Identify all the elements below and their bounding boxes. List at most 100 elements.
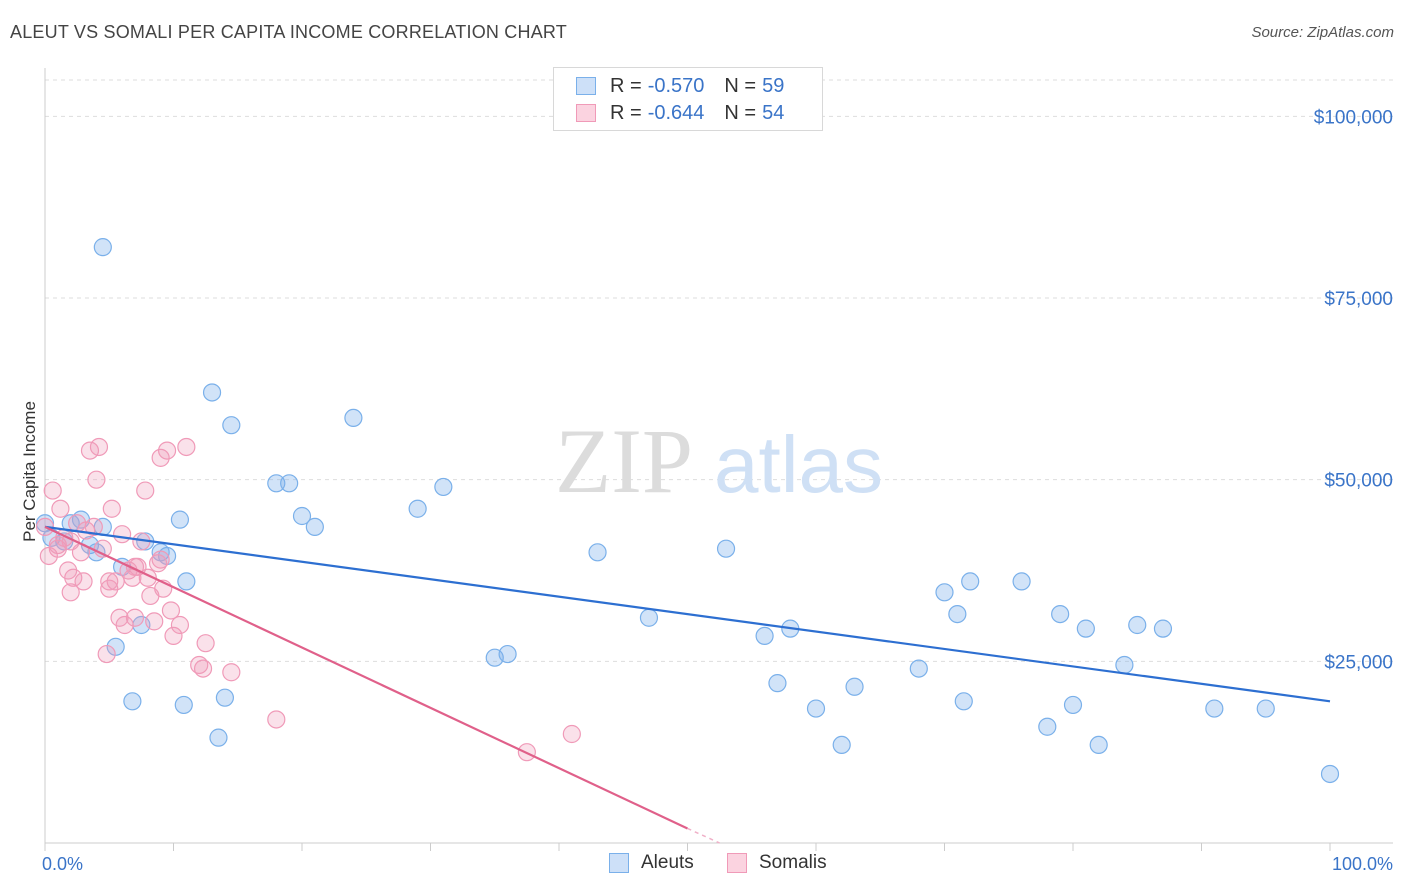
aleuts-point xyxy=(498,644,517,664)
aleuts-point xyxy=(93,238,112,257)
legend-r-label: R = xyxy=(610,74,642,97)
aleuts-point xyxy=(1128,615,1147,635)
somalis-point xyxy=(177,437,196,457)
legend-r-label: R = xyxy=(610,101,642,124)
aleuts-point xyxy=(1256,699,1275,718)
legend-swatch-somalis xyxy=(727,853,747,873)
trend-lines xyxy=(44,525,1331,844)
legend-n-value: 54 xyxy=(762,101,785,124)
correlation-legend: R = -0.570 N = 59 R = -0.644 N = 54 xyxy=(553,67,823,131)
grid-lines xyxy=(45,79,1393,662)
somalis-point xyxy=(64,568,83,587)
x-tick-label: 100.0% xyxy=(1332,854,1393,874)
source-label: Source: ZipAtlas.com xyxy=(1251,24,1394,41)
somalis-point xyxy=(193,659,213,678)
legend-item-somalis: Somalis xyxy=(727,852,827,874)
aleuts-point xyxy=(639,608,659,627)
aleuts-point xyxy=(202,383,222,402)
series-legend: Aleuts Somalis xyxy=(0,852,1406,876)
somalis-point xyxy=(125,608,145,627)
legend-swatch-somalis xyxy=(576,104,596,122)
somalis-point xyxy=(51,499,70,518)
somalis-point xyxy=(100,579,119,598)
somalis-point xyxy=(100,572,119,591)
y-axis-label: Per Capita Income xyxy=(20,401,39,542)
legend-n-value: 59 xyxy=(762,74,785,97)
aleuts-point xyxy=(806,699,826,718)
aleuts-point xyxy=(170,510,190,529)
somalis-point xyxy=(267,710,286,729)
aleuts-point xyxy=(215,688,234,707)
aleuts-point xyxy=(434,477,453,497)
somalis-point xyxy=(89,437,109,457)
aleuts-point xyxy=(292,506,312,526)
aleuts-point xyxy=(961,572,980,591)
somalis-point xyxy=(157,441,177,460)
aleuts-point xyxy=(1012,572,1031,591)
legend-r-value: -0.644 xyxy=(647,101,705,124)
aleuts-point xyxy=(123,692,142,711)
legend-n-label: N = xyxy=(724,74,757,97)
somalis-point xyxy=(222,663,241,682)
somalis-point xyxy=(151,550,170,569)
somalis-point xyxy=(112,525,132,544)
somalis-point xyxy=(170,615,190,635)
aleuts-point xyxy=(1320,764,1340,784)
aleuts-point xyxy=(305,517,324,537)
aleuts-point xyxy=(177,572,196,591)
somalis-point xyxy=(161,601,181,620)
legend-swatch-aleuts xyxy=(609,853,629,873)
aleuts-point xyxy=(1051,604,1070,624)
aleuts-point xyxy=(588,543,607,562)
aleuts-point xyxy=(954,692,973,711)
aleuts-point xyxy=(768,674,787,693)
aleuts-point xyxy=(1038,717,1057,736)
aleuts-point xyxy=(222,416,241,435)
somalis-trend-line xyxy=(44,525,688,830)
somalis-point xyxy=(123,568,142,587)
somalis-point xyxy=(562,724,581,744)
legend-label-somalis: Somalis xyxy=(759,852,827,873)
somalis-point xyxy=(115,615,134,635)
legend-r-value: -0.570 xyxy=(647,74,705,97)
aleuts-point xyxy=(1205,699,1224,718)
somalis-point xyxy=(80,441,100,460)
somalis-point xyxy=(164,626,183,646)
watermark-atlas: atlas xyxy=(714,420,883,509)
aleuts-point xyxy=(1076,619,1095,638)
aleuts-point xyxy=(948,604,967,624)
somalis-trend-extension xyxy=(687,827,720,844)
legend-n-label: N = xyxy=(724,101,757,124)
aleuts-point xyxy=(935,583,954,602)
chart-title: ALEUT VS SOMALI PER CAPITA INCOME CORREL… xyxy=(10,22,567,42)
aleuts-point xyxy=(1153,619,1173,638)
aleuts-point xyxy=(832,735,851,755)
aleuts-point xyxy=(174,695,193,715)
somalis-point xyxy=(97,644,116,664)
aleuts-point xyxy=(845,677,864,696)
somalis-point xyxy=(43,481,62,500)
legend-label-aleuts: Aleuts xyxy=(641,852,694,873)
somalis-point xyxy=(61,583,80,602)
somalis-points xyxy=(35,437,581,762)
somalis-point xyxy=(74,572,93,591)
aleuts-point xyxy=(909,659,928,678)
aleuts-point xyxy=(267,474,286,493)
y-tick-label: $50,000 xyxy=(1324,471,1393,492)
axis-labels: $25,000 $50,000 $75,000 $100,000 0.0% 100.0% P… xyxy=(20,107,1393,874)
somalis-point xyxy=(151,448,170,467)
somalis-point xyxy=(84,517,103,537)
somalis-point xyxy=(145,612,164,631)
x-tick-label: 0.0% xyxy=(42,854,83,874)
aleuts-point xyxy=(755,626,774,646)
legend-item-aleuts: Aleuts xyxy=(609,852,694,874)
legend-row-somalis: R = -0.644 N = 54 xyxy=(576,100,784,126)
y-tick-label: $75,000 xyxy=(1324,289,1393,310)
somalis-point xyxy=(87,470,106,489)
legend-row-aleuts: R = -0.570 N = 59 xyxy=(576,73,784,99)
aleuts-trend-line xyxy=(44,525,1331,703)
aleuts-point xyxy=(1063,695,1083,715)
aleuts-point xyxy=(408,499,427,518)
watermark-zip: ZIP xyxy=(555,410,693,512)
